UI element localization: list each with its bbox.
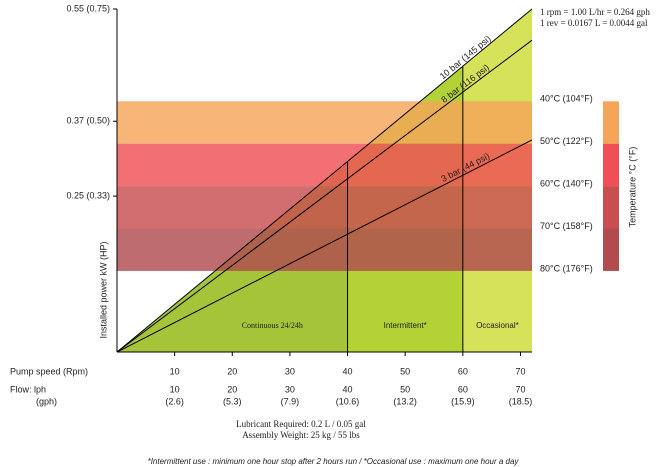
x-tick-label: 50 bbox=[400, 366, 410, 376]
flow-lph-label: 40 bbox=[343, 384, 353, 394]
flow-gph-label: (18.5) bbox=[509, 396, 533, 406]
conversion-note: 1 rpm = 1.00 L/hr = 0.264 gph bbox=[540, 7, 650, 17]
gph-label: (gph) bbox=[36, 396, 57, 406]
y-tick-label: 0.25 (0.33) bbox=[66, 190, 110, 200]
temperature-band bbox=[117, 228, 532, 271]
x-tick-label: 30 bbox=[285, 366, 295, 376]
line bbox=[116, 8, 533, 353]
temperature-tick-label: 80°C (176°F) bbox=[540, 263, 593, 273]
temperature-swatch bbox=[603, 228, 619, 271]
y-tick-label: 0.55 (0.75) bbox=[66, 3, 110, 13]
zone-label: Occasional* bbox=[476, 321, 519, 330]
zone-label: Intermittent* bbox=[384, 321, 427, 330]
temperature-band bbox=[117, 186, 532, 229]
flow-lph-label: 30 bbox=[285, 384, 295, 394]
flow-lph-label: 60 bbox=[458, 384, 468, 394]
flow-gph-label: (13.2) bbox=[393, 396, 417, 406]
line bbox=[116, 39, 533, 353]
temperature-tick-label: 60°C (140°F) bbox=[540, 178, 593, 188]
y-axis-label: Installed power kW (HP) bbox=[98, 241, 108, 338]
temperature-label: Temperature °C (°F) bbox=[627, 147, 637, 228]
y-tick-label: 0.37 (0.50) bbox=[66, 116, 110, 126]
x-tick-label: 20 bbox=[227, 366, 237, 376]
flow-lph-label: 10 bbox=[170, 384, 180, 394]
temperature-tick-label: 70°C (158°F) bbox=[540, 221, 593, 231]
line bbox=[116, 139, 533, 353]
flow-gph-label: (15.9) bbox=[451, 396, 475, 406]
footnote: *Intermittent use : minimum one hour sto… bbox=[148, 457, 520, 466]
conversion-note: 1 rev = 0.0167 L = 0.0044 gal bbox=[540, 18, 648, 28]
flow-lph-label: 70 bbox=[515, 384, 525, 394]
x-axis-label: Pump speed (Rpm) bbox=[10, 366, 88, 376]
x-tick-label: 60 bbox=[458, 366, 468, 376]
spec-note: Lubricant Required: 0.2 L / 0.05 gal bbox=[236, 419, 366, 429]
flow-gph-label: (10.6) bbox=[336, 396, 360, 406]
flow-gph-label: (2.6) bbox=[165, 396, 184, 406]
flow-lph-label: 20 bbox=[227, 384, 237, 394]
temperature-swatch bbox=[603, 186, 619, 229]
x-tick-label: 10 bbox=[170, 366, 180, 376]
spec-note: Assembly Weight: 25 kg / 55 lbs bbox=[242, 430, 360, 440]
x-tick-label: 40 bbox=[343, 366, 353, 376]
x-tick-label: 70 bbox=[515, 366, 525, 376]
zone-label: Continuous 24/24h bbox=[242, 321, 303, 330]
temperature-swatch bbox=[603, 101, 619, 144]
temperature-band bbox=[117, 101, 532, 144]
temperature-tick-label: 40°C (104°F) bbox=[540, 94, 593, 104]
flow-lph-label: 50 bbox=[400, 384, 410, 394]
temperature-swatch bbox=[603, 143, 619, 187]
flow-gph-label: (7.9) bbox=[281, 396, 300, 406]
flow-gph-label: (5.3) bbox=[223, 396, 242, 406]
temperature-tick-label: 50°C (122°F) bbox=[540, 136, 593, 146]
flow-label: Flow: lph bbox=[10, 384, 46, 394]
